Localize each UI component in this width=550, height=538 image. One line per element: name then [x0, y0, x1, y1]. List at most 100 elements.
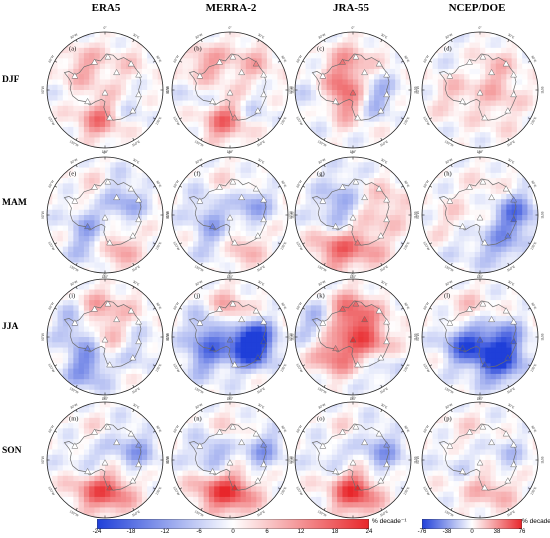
longitude-tick [277, 117, 281, 120]
map-panel-h: 0° 30°E 60°E 90°E 120°E 150°E 180° 150°W 120°W 90… [416, 151, 544, 279]
longitude-label: 30°W [318, 157, 327, 164]
longitude-label: 120°W [172, 241, 180, 251]
longitude-label: 90°E [290, 87, 294, 94]
longitude-label: 60°E [280, 425, 287, 433]
station-marker [209, 344, 217, 352]
longitude-tick [450, 384, 453, 388]
longitude-label: 120°E [280, 241, 288, 251]
longitude-tick [132, 409, 135, 413]
station-marker [383, 441, 391, 448]
longitude-tick [400, 307, 404, 310]
colorbar-tick-label: 0 [231, 529, 235, 535]
station-marker [84, 467, 92, 475]
station-marker [71, 319, 79, 326]
longitude-label: 120°E [280, 116, 288, 126]
longitude-tick [380, 409, 383, 413]
longitude-label: 0° [228, 26, 232, 30]
longitude-tick [75, 39, 78, 43]
longitude-tick [323, 384, 326, 388]
map-panel-p: 0° 30°E 60°E 90°E 120°E 150°E 180° 150°W 120°W 90… [416, 396, 544, 524]
station-marker [238, 68, 246, 76]
longitude-tick [152, 430, 156, 433]
longitude-label: 120°W [422, 486, 430, 496]
polar-map: 0° 30°E 60°E 90°E 120°E 150°E 180° 150°W 120°W 90… [166, 26, 294, 154]
longitude-tick [400, 487, 404, 490]
longitude-tick [277, 364, 281, 367]
station-marker [129, 354, 137, 361]
longitude-tick [400, 185, 404, 188]
longitude-label: 60°W [295, 55, 302, 64]
polar-map: 0° 30°E 60°E 90°E 120°E 150°E 180° 150°W 120°W 90… [416, 26, 544, 154]
station-marker [252, 430, 260, 437]
longitude-tick [507, 409, 510, 413]
colorbar-tick-label: -6 [196, 529, 202, 535]
station-marker [254, 107, 262, 114]
longitude-label: 30°W [318, 32, 327, 39]
map-panel-j: 0° 30°E 60°E 90°E 120°E 150°E 180° 150°W 120°W 90… [166, 273, 294, 401]
longitude-label: 0° [351, 396, 355, 400]
map-panel-m: 0° 30°E 60°E 90°E 120°E 150°E 180° 150°W 120°W 90… [41, 396, 169, 524]
longitude-label: 60°W [295, 302, 302, 311]
longitude-tick [507, 262, 510, 266]
station-marker [319, 197, 327, 204]
colorbar-reanalyses-unit: % decade⁻¹ [372, 518, 407, 525]
longitude-label: 150°W [194, 509, 204, 517]
longitude-label: 150°W [69, 386, 79, 394]
longitude-label: 180° [477, 275, 484, 279]
longitude-label: 0° [228, 273, 232, 277]
trend-field [422, 279, 538, 395]
panel-label: (d) [444, 46, 452, 53]
longitude-tick [507, 39, 510, 43]
longitude-label: 120°E [530, 486, 538, 496]
station-marker [488, 193, 496, 201]
longitude-label: 150°E [506, 510, 516, 518]
longitude-tick [302, 185, 306, 188]
longitude-tick [429, 487, 433, 490]
longitude-label: 150°W [444, 139, 454, 147]
station-marker [377, 354, 385, 361]
longitude-label: 120°W [422, 116, 430, 126]
station-marker [209, 467, 217, 475]
trend-field [422, 402, 538, 518]
column-title-era5: ERA5 [91, 2, 121, 14]
longitude-label: 90°W [166, 86, 170, 94]
station-marker [375, 430, 383, 437]
station-marker [129, 477, 137, 484]
station-marker [226, 459, 234, 466]
station-marker [481, 361, 489, 368]
longitude-tick [302, 242, 306, 245]
station-marker [113, 438, 121, 446]
station-marker [383, 318, 391, 325]
longitude-tick [450, 409, 453, 413]
longitude-label: 150°W [317, 509, 327, 517]
longitude-label: 180° [227, 150, 234, 154]
panel-label: (j) [194, 293, 200, 300]
colorbar-tick-label: 18 [331, 529, 339, 535]
longitude-tick [527, 364, 531, 367]
longitude-label: 60°E [403, 180, 410, 188]
longitude-tick [179, 185, 183, 188]
longitude-tick [429, 307, 433, 310]
longitude-tick [450, 137, 453, 141]
panel-label: (p) [444, 416, 452, 423]
station-marker [84, 222, 92, 230]
longitude-label: 30°W [195, 157, 204, 164]
polar-map: 0° 30°E 60°E 90°E 120°E 150°E 180° 150°W 120°W 90… [41, 151, 169, 279]
station-marker [260, 337, 268, 345]
station-marker [104, 178, 112, 185]
longitude-tick [54, 242, 58, 245]
longitude-label: 60°W [172, 55, 179, 64]
station-marker [504, 232, 512, 239]
station-marker [361, 315, 369, 323]
station-marker [361, 68, 369, 76]
station-marker [229, 300, 237, 307]
polar-map: 0° 30°E 60°E 90°E 120°E 150°E 180° 150°W 120°W 90… [166, 273, 294, 401]
longitude-label: 30°E [507, 158, 515, 165]
station-marker [446, 319, 454, 326]
longitude-tick [527, 487, 531, 490]
longitude-tick [257, 262, 260, 266]
longitude-label: 30°E [380, 158, 388, 165]
longitude-label: 60°E [155, 55, 162, 63]
polar-map: 0° 30°E 60°E 90°E 120°E 150°E 180° 150°W 120°W 90… [41, 26, 169, 154]
longitude-label: 180° [227, 397, 234, 401]
